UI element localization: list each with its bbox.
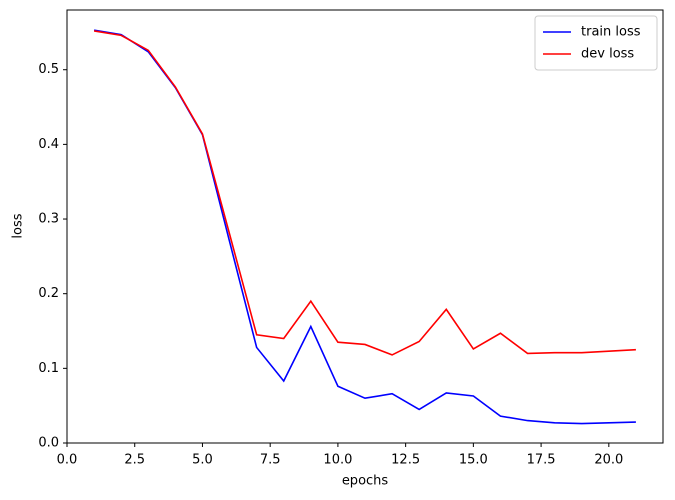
plot-frame [66,9,664,444]
x-tick-label: 0.0 [57,453,78,468]
x-tick-label: 5.0 [192,453,213,468]
x-tick-label: 12.5 [391,453,420,468]
x-tick-label: 15.0 [459,453,488,468]
y-tick-label: 0.0 [38,436,59,451]
y-tick-label: 0.1 [38,361,59,376]
legend-box [534,15,658,71]
x-axis-label: epochs [342,474,389,489]
y-tick-label: 0.4 [38,137,59,152]
legend-label: dev loss [581,47,634,62]
y-tick-label: 0.2 [38,286,59,301]
legend-label: train loss [581,25,641,40]
x-tick-label: 2.5 [124,453,145,468]
x-tick-label: 10.0 [323,453,352,468]
y-tick-label: 0.3 [38,212,59,227]
x-tick-label: 7.5 [260,453,281,468]
y-axis-label: loss [11,213,26,238]
series-line [93,29,636,425]
x-tick-label: 17.5 [527,453,556,468]
y-tick-label: 0.5 [38,62,59,77]
x-tick-label: 20.0 [594,453,623,468]
series-line [93,30,636,356]
